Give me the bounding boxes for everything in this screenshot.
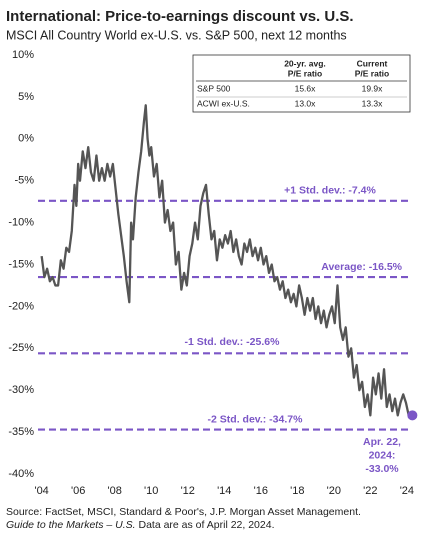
table-header: 20-yr. avg. bbox=[284, 58, 326, 68]
reference-label: -1 Std. dev.: -25.6% bbox=[185, 336, 281, 348]
end-label: -33.0% bbox=[365, 463, 399, 475]
x-tick-label: '16 bbox=[254, 485, 268, 497]
note-text: Data are as of April 22, 2024. bbox=[136, 519, 275, 531]
note-italic: Guide to the Markets – U.S. bbox=[6, 519, 136, 531]
x-tick-label: '04 bbox=[34, 485, 48, 497]
x-tick-label: '18 bbox=[290, 485, 304, 497]
source: Source: FactSet, MSCI, Standard & Poor's… bbox=[6, 506, 361, 518]
chart-subtitle: MSCI All Country World ex-U.S. vs. S&P 5… bbox=[6, 28, 347, 42]
end-point bbox=[407, 410, 418, 421]
y-tick-label: 10% bbox=[12, 49, 34, 61]
x-tick-label: '24 bbox=[400, 485, 414, 497]
y-tick-label: -5% bbox=[14, 175, 34, 187]
y-tick-label: 5% bbox=[18, 91, 34, 103]
y-tick-label: -35% bbox=[8, 426, 34, 438]
reference-label: +1 Std. dev.: -7.4% bbox=[284, 185, 376, 197]
table-header: P/E ratio bbox=[355, 68, 389, 78]
note: Guide to the Markets – U.S. Data are as … bbox=[6, 519, 274, 531]
table-cell: 13.0x bbox=[295, 98, 317, 108]
x-tick-label: '20 bbox=[327, 485, 341, 497]
x-tick-label: '22 bbox=[363, 485, 377, 497]
y-tick-label: 0% bbox=[18, 133, 34, 145]
x-tick-label: '08 bbox=[108, 485, 122, 497]
data-line bbox=[40, 104, 413, 417]
y-tick-label: -15% bbox=[8, 258, 34, 270]
table-cell: S&P 500 bbox=[197, 83, 231, 93]
table-cell: 19.9x bbox=[362, 83, 384, 93]
table-cell: ACWI ex-U.S. bbox=[197, 98, 250, 108]
y-tick-label: -30% bbox=[8, 384, 34, 396]
table-header: Current bbox=[357, 58, 388, 68]
x-tick-label: '12 bbox=[181, 485, 195, 497]
y-tick-label: -25% bbox=[8, 342, 34, 354]
x-tick-label: '14 bbox=[217, 485, 231, 497]
x-tick-label: '10 bbox=[144, 485, 158, 497]
x-tick-label: '06 bbox=[71, 485, 85, 497]
table-cell: 15.6x bbox=[295, 83, 317, 93]
table-header: P/E ratio bbox=[288, 68, 322, 78]
y-tick-label: -40% bbox=[8, 468, 34, 480]
end-label: 2024: bbox=[369, 449, 396, 461]
y-tick-label: -20% bbox=[8, 300, 34, 312]
end-label: Apr. 22, bbox=[363, 436, 401, 448]
reference-label: -2 Std. dev.: -34.7% bbox=[208, 413, 304, 425]
y-tick-label: -10% bbox=[8, 217, 34, 229]
reference-label: Average: -16.5% bbox=[321, 261, 402, 273]
table-cell: 13.3x bbox=[362, 98, 384, 108]
table-box bbox=[192, 54, 411, 113]
chart-title: International: Price-to-earnings discoun… bbox=[6, 8, 354, 25]
